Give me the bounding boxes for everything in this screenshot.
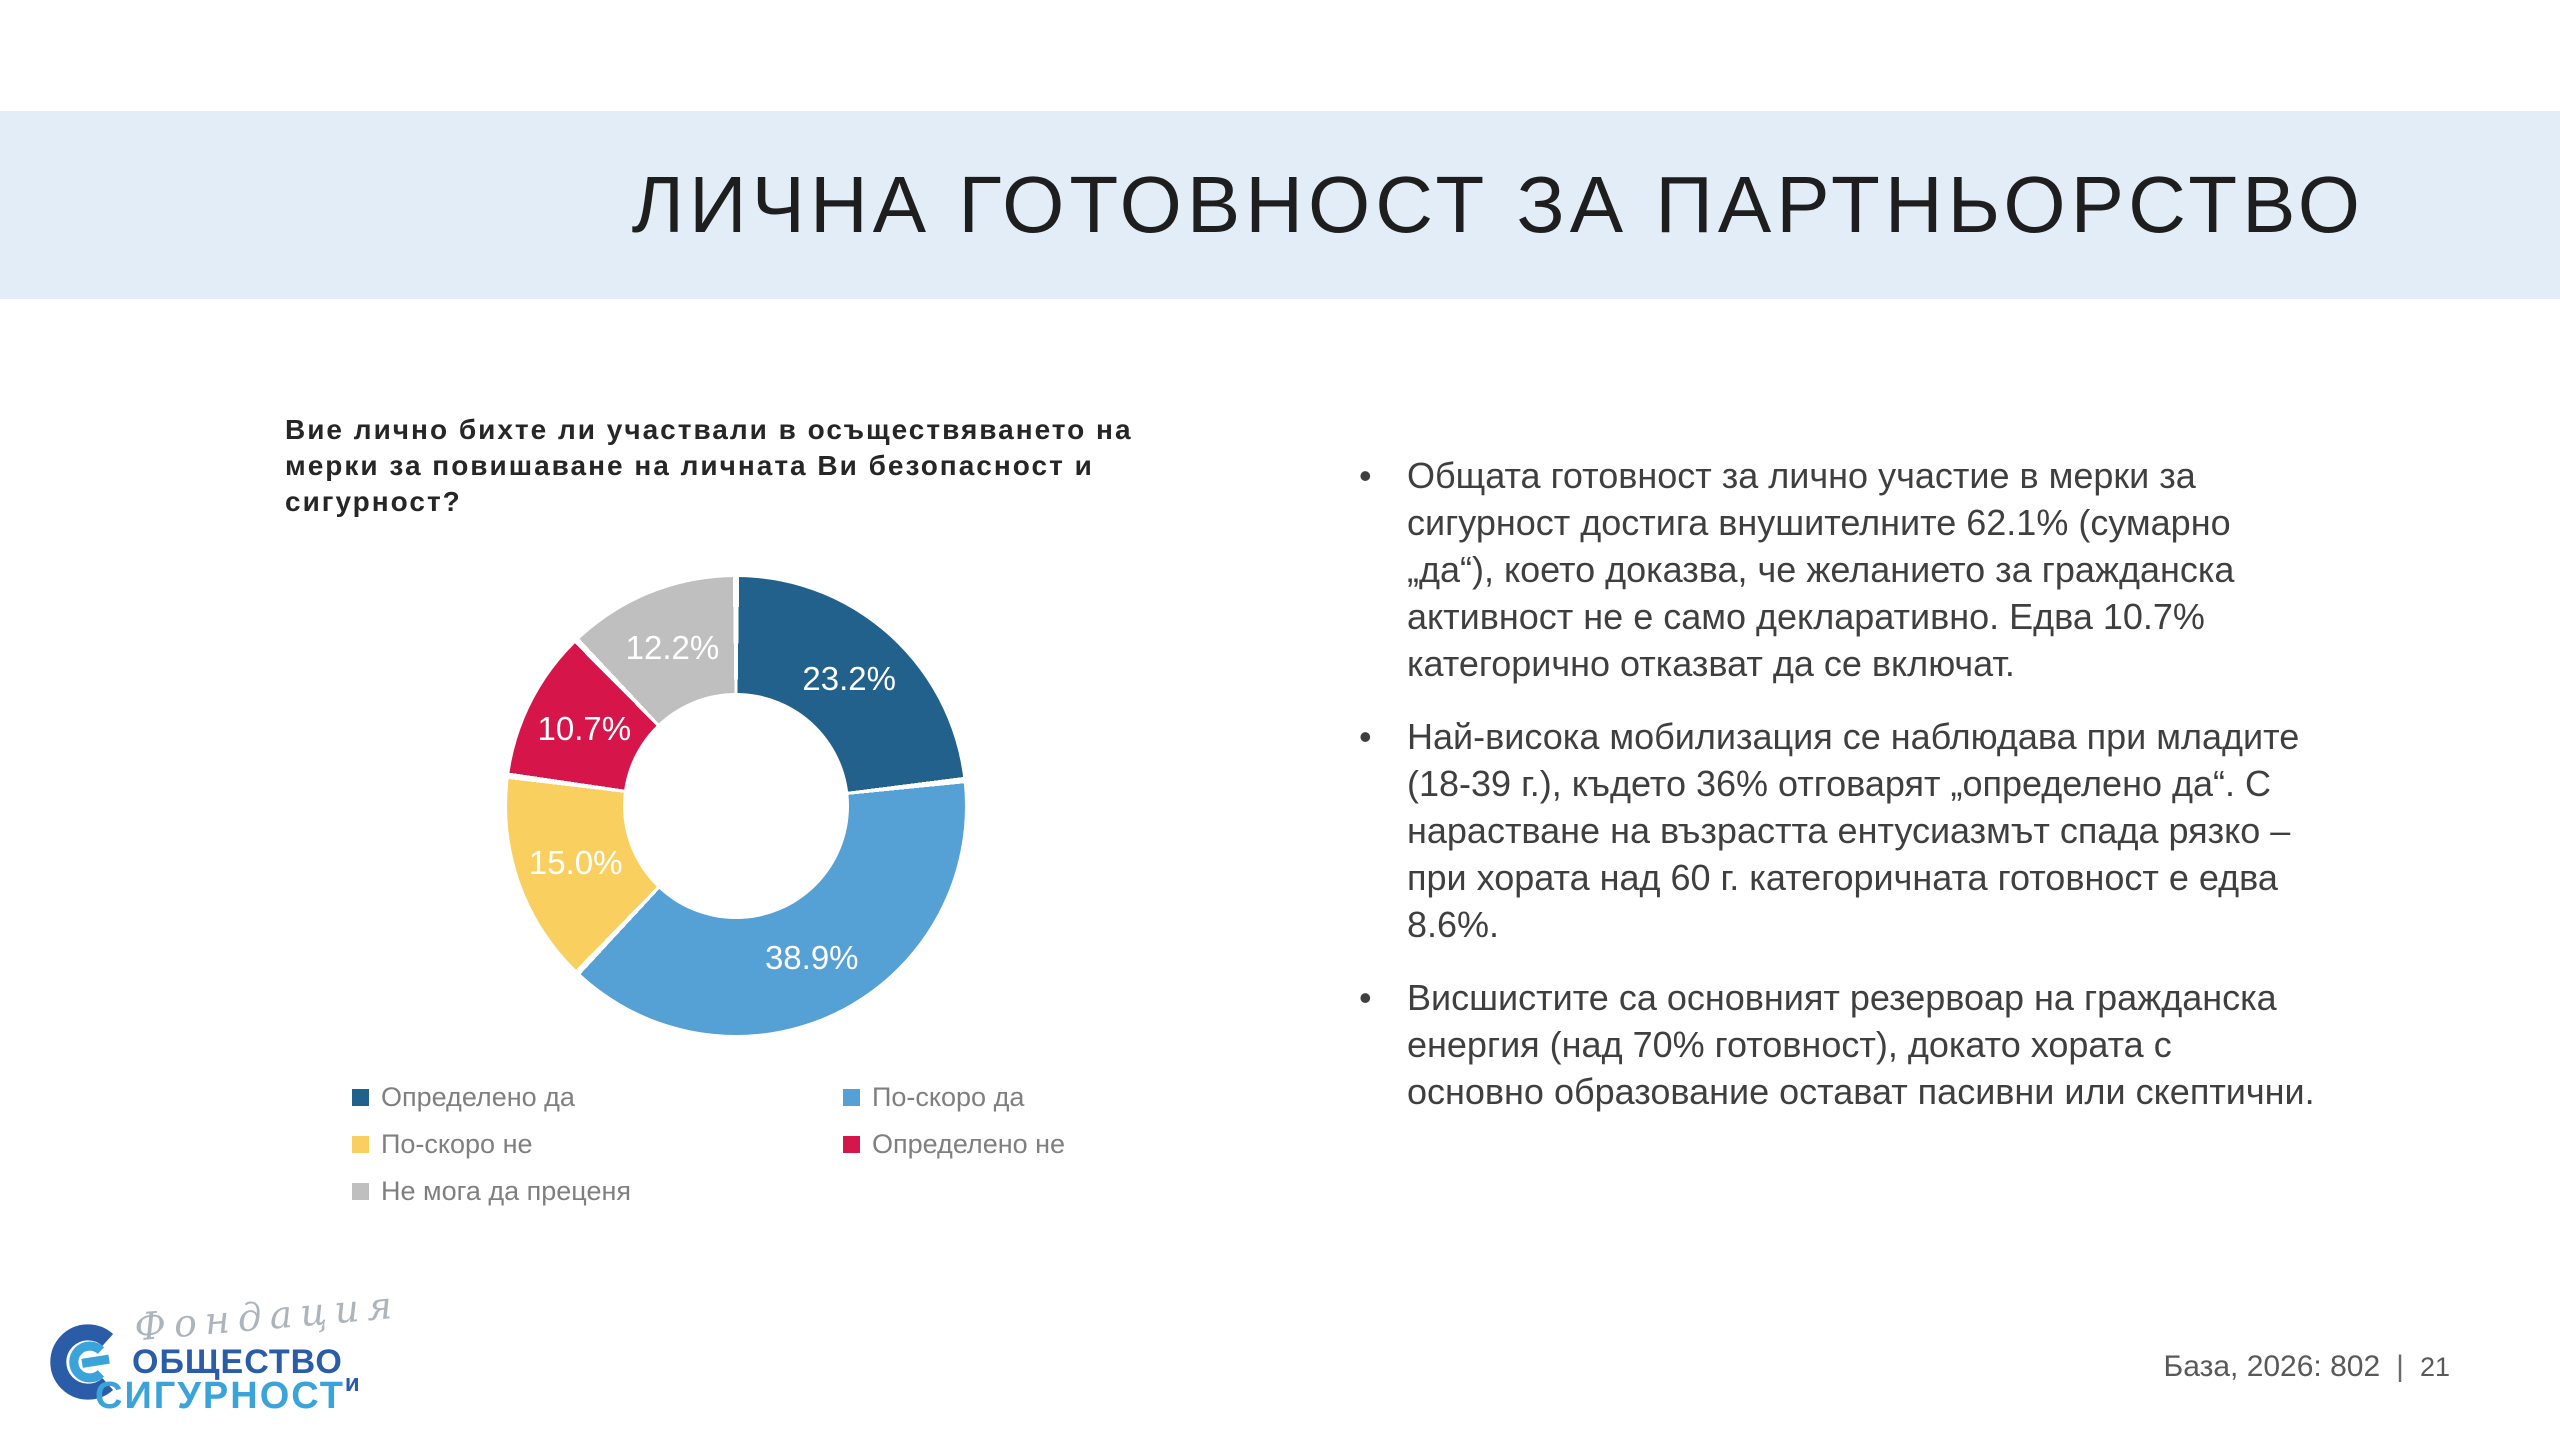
legend-swatch [352,1182,369,1200]
slide-title: ЛИЧНА ГОТОВНОСТ ЗА ПАРТНЬОРСТВО [631,160,2365,249]
footer: База, 2026: 802 | 21 [2164,1350,2450,1384]
title-band: ЛИЧНА ГОТОВНОСТ ЗА ПАРТНЬОРСТВО [0,111,2560,299]
legend-label: Не мога да преценя [381,1175,632,1206]
footer-page-number: 21 [2419,1351,2450,1382]
slice-label: 10.7% [537,710,632,748]
legend-item: По-скоро не [352,1129,843,1159]
slice-label: 15.0% [528,843,623,881]
legend-swatch [843,1088,860,1106]
logo-name-line2: СИГУРНОСТ [95,1375,345,1417]
bullet-item: Общата готовност за лично участие в мерк… [1357,452,2317,687]
legend-swatch [352,1135,369,1153]
chart-legend: Определено да По-скоро да По-скоро не Опред… [352,1082,1152,1206]
legend-label: Определено не [872,1128,1066,1159]
legend-item: Определено не [843,1129,1152,1159]
bullet-list: Общата готовност за лично участие в мерк… [1357,452,2317,1141]
logo-name-conjunction: и [344,1370,360,1397]
legend-label: По-скоро да [872,1081,1025,1112]
footer-base-label: База, 2026: 802 [2163,1350,2381,1383]
legend-label: По-скоро не [381,1128,533,1159]
foundation-logo: Фондация ОБЩЕСТВО и СИГУРНОСТ [48,1282,402,1427]
slice-label: 12.2% [625,629,720,667]
logo-name-line1: ОБЩЕСТВО [132,1342,343,1381]
legend-item: По-скоро да [843,1082,1152,1112]
footer-separator: | [2396,1350,2404,1383]
logo-e-icon [50,1324,114,1400]
logo-row: ОБЩЕСТВО и [48,1324,360,1400]
slice-label: 38.9% [764,939,859,977]
donut-hole [623,693,849,919]
donut-chart: 23.2% 38.9% 15.0% 10.7% 12.2% [507,577,965,1035]
slice-label: 23.2% [802,660,897,698]
legend-swatch [843,1135,860,1153]
bullet-item: Висшистите са основният резервоар на гра… [1357,974,2317,1115]
legend-item: Определено да [352,1082,843,1112]
legend-label: Определено да [381,1081,575,1112]
legend-item: Не мога да преценя [352,1176,843,1206]
legend-swatch [352,1088,369,1106]
bullet-item: Най-висока мобилизация се наблюдава при … [1357,713,2317,948]
chart-question: Вие лично бихте ли участвали в осъществя… [285,414,1133,517]
